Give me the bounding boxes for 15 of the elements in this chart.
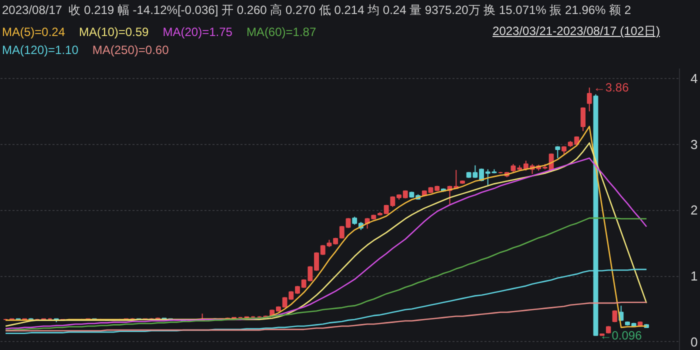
text: MA(120)=1.10 <box>2 42 78 60</box>
text: 2023/03/21-2023/08/17 (102日) <box>492 24 660 38</box>
y-tick-label: 1 <box>690 268 698 284</box>
text: MA(250)=0.60 <box>92 42 169 60</box>
y-tick-label: 3 <box>690 136 698 152</box>
text: MA(5)=0.24 <box>2 24 66 42</box>
text: MA(20)=1.75 <box>162 24 232 42</box>
annotation: ←3.86 <box>593 80 630 95</box>
text: MA(10)=0.59 <box>79 24 149 42</box>
y-tick-label: 2 <box>690 202 698 218</box>
chart-title: 2023/08/17 收 0.219 幅 -14.12%[-0.036] 开 0.260 高 0.270 低 0.214 均 0.24 量 9375.20万 换 15.071% 振 21.96% 额 2 <box>2 3 632 17</box>
y-tick-label: 4 <box>690 70 698 86</box>
annotation: ←0.096 <box>600 328 642 343</box>
y-tick-label: 0 <box>690 334 698 350</box>
text: MA(60)=1.87 <box>246 24 316 42</box>
